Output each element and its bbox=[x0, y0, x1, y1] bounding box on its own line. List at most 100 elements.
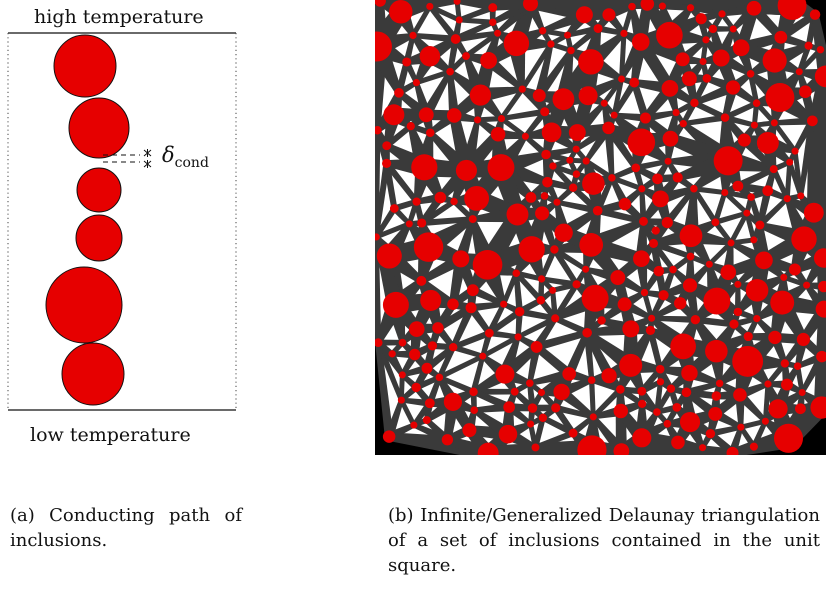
inclusion-disk bbox=[539, 27, 547, 35]
inclusion-disk bbox=[632, 428, 652, 448]
inclusion-disk bbox=[521, 132, 529, 140]
inclusion-disk bbox=[664, 157, 672, 165]
delaunay-edge bbox=[567, 25, 599, 38]
delaunay-edge bbox=[596, 207, 645, 225]
inclusion-disk bbox=[762, 185, 774, 197]
inclusion-disk bbox=[725, 80, 741, 95]
inclusion-disk bbox=[721, 188, 729, 197]
inclusion-disk bbox=[472, 249, 503, 280]
delaunay-edge bbox=[556, 199, 599, 214]
delaunay-edge bbox=[528, 423, 539, 449]
delaunay-edge bbox=[620, 437, 679, 455]
inclusion-disk bbox=[753, 315, 761, 323]
inclusion-disk bbox=[732, 39, 750, 57]
inclusion-disk bbox=[633, 250, 650, 267]
delaunay-edge bbox=[375, 341, 404, 402]
inclusion-disk bbox=[409, 31, 417, 40]
delaunay-edge bbox=[811, 14, 824, 51]
inclusion-disk bbox=[791, 226, 817, 252]
inclusion-disk bbox=[656, 378, 665, 386]
inclusion-disk bbox=[382, 158, 392, 168]
delaunay-edge bbox=[569, 157, 587, 164]
inclusion-disk bbox=[770, 119, 778, 127]
delaunay-edge bbox=[429, 0, 458, 9]
inclusion-disk bbox=[679, 411, 701, 433]
inclusion-disk bbox=[421, 362, 433, 374]
delaunay-edge bbox=[447, 38, 460, 73]
inclusion-disk bbox=[804, 41, 813, 50]
inclusion-disk bbox=[815, 300, 826, 318]
delaunay-edge bbox=[571, 414, 595, 436]
panel-a-conducting-path: high temperature δcond low temperature bbox=[0, 0, 260, 460]
delaunay-edge bbox=[782, 275, 808, 288]
delaunay-edge bbox=[639, 188, 647, 222]
delaunay-edge bbox=[664, 187, 696, 226]
delaunay-edge bbox=[467, 305, 492, 335]
delaunay-edge bbox=[383, 162, 398, 209]
delaunay-edge bbox=[695, 316, 735, 328]
inclusion-disk bbox=[773, 423, 804, 453]
delaunay-edge bbox=[589, 380, 596, 417]
conducting-path-figure bbox=[7, 32, 237, 411]
inclusion-disk bbox=[419, 45, 441, 67]
delaunay-edge bbox=[424, 344, 456, 372]
inclusion-disk bbox=[793, 362, 802, 370]
delaunay-edge bbox=[375, 130, 381, 237]
inclusion-disk bbox=[618, 75, 626, 83]
inclusion-disk bbox=[469, 387, 478, 397]
inclusion-circle bbox=[61, 342, 125, 406]
inclusion-disk bbox=[712, 49, 730, 67]
inclusion-disk bbox=[803, 202, 824, 223]
delaunay-edge bbox=[389, 352, 405, 376]
inclusion-disk bbox=[408, 348, 421, 361]
inclusion-disk bbox=[540, 192, 549, 200]
inclusion-disk bbox=[455, 16, 463, 24]
inclusion-disk bbox=[780, 359, 789, 368]
delaunay-edge bbox=[486, 303, 506, 335]
caption-b: (b) Infinite/Generalized Delaunay triang… bbox=[388, 505, 820, 576]
inclusion-disk bbox=[652, 190, 669, 208]
inclusion-disk bbox=[495, 364, 515, 384]
inclusion-disk bbox=[446, 67, 454, 76]
inclusion-disk bbox=[434, 191, 447, 204]
delaunay-edge bbox=[530, 0, 648, 9]
delaunay-edge bbox=[375, 236, 382, 343]
delta-cond-label: δcond bbox=[162, 143, 209, 171]
delaunay-edge bbox=[644, 110, 677, 122]
delaunay-edge bbox=[778, 11, 818, 41]
delaunay-edge bbox=[545, 151, 571, 163]
inclusion-disk bbox=[578, 86, 598, 106]
inclusion-disk bbox=[477, 442, 499, 455]
delaunay-edge bbox=[555, 50, 574, 101]
delaunay-edge bbox=[411, 401, 433, 427]
inclusion-disk bbox=[690, 98, 699, 108]
inclusion-disk bbox=[447, 298, 459, 310]
delaunay-edge bbox=[535, 329, 589, 351]
panel-b-delaunay-triangulation bbox=[375, 0, 826, 455]
inclusion-disk bbox=[708, 407, 723, 421]
inclusion-disk bbox=[602, 121, 615, 135]
inclusion-disk bbox=[713, 146, 743, 176]
inclusion-disk bbox=[375, 233, 380, 241]
delaunay-edge bbox=[534, 43, 554, 97]
delaunay-edge bbox=[594, 176, 615, 213]
inclusion-disk bbox=[514, 333, 522, 341]
delaunay-edge bbox=[610, 175, 643, 192]
delaunay-edge bbox=[748, 196, 763, 226]
delaunay-edge bbox=[650, 242, 663, 272]
inclusion-disk bbox=[750, 121, 758, 129]
delaunay-edge bbox=[554, 404, 594, 420]
delaunay-edge bbox=[414, 374, 441, 391]
delaunay-edge bbox=[480, 332, 493, 357]
inclusion-disk bbox=[568, 124, 586, 142]
delaunay-edge bbox=[516, 315, 557, 340]
inclusion-disk bbox=[420, 289, 442, 311]
delaunay-edge bbox=[378, 339, 403, 346]
delaunay-edge bbox=[513, 273, 523, 312]
delaunay-edge bbox=[438, 374, 475, 395]
inclusion-disk bbox=[382, 141, 392, 151]
delaunay-edge bbox=[552, 282, 580, 320]
inclusion-disk bbox=[655, 364, 665, 374]
delta-subscript: cond bbox=[174, 155, 209, 172]
delaunay-edge bbox=[621, 5, 635, 35]
